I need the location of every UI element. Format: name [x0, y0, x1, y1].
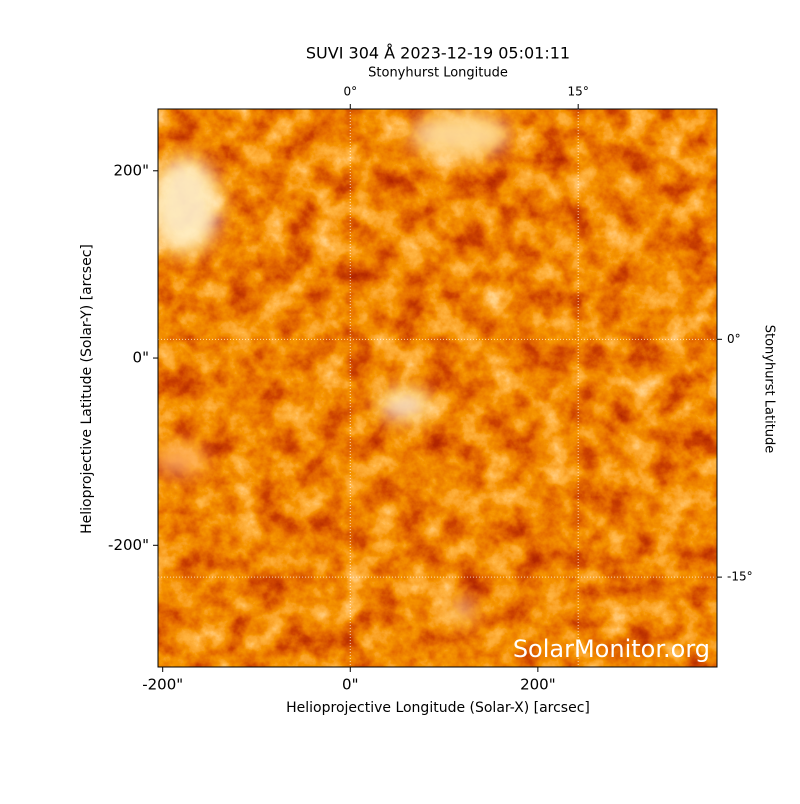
y-tick-label: 0" — [133, 349, 149, 367]
x-tick-label: 0" — [342, 676, 358, 694]
y2-tick-label: 0° — [727, 332, 741, 346]
axes-frame — [157, 108, 718, 668]
x-tick-label: -200" — [142, 676, 183, 694]
y-tick-label: 200" — [113, 161, 149, 179]
watermark: SolarMonitor.org — [513, 635, 710, 663]
y2-axis-label: Stonyhurst Latitude — [762, 325, 777, 454]
solar-image — [158, 109, 717, 667]
x-tick-label: 200" — [520, 676, 556, 694]
y-tick-label: -200" — [108, 536, 149, 554]
grid — [158, 109, 717, 667]
y-axis-label: Helioprojective Latitude (Solar-Y) [arcs… — [79, 244, 95, 534]
x2-tick-label: 15° — [568, 85, 589, 99]
chart-title: SUVI 304 Å 2023-12-19 05:01:11 — [306, 44, 570, 63]
x-axis-label: Helioprojective Longitude (Solar-X) [arc… — [286, 700, 590, 716]
y2-tick-label: -15° — [727, 570, 753, 584]
x2-tick-label: 0° — [343, 85, 357, 99]
x2-axis-label: Stonyhurst Longitude — [368, 66, 508, 81]
